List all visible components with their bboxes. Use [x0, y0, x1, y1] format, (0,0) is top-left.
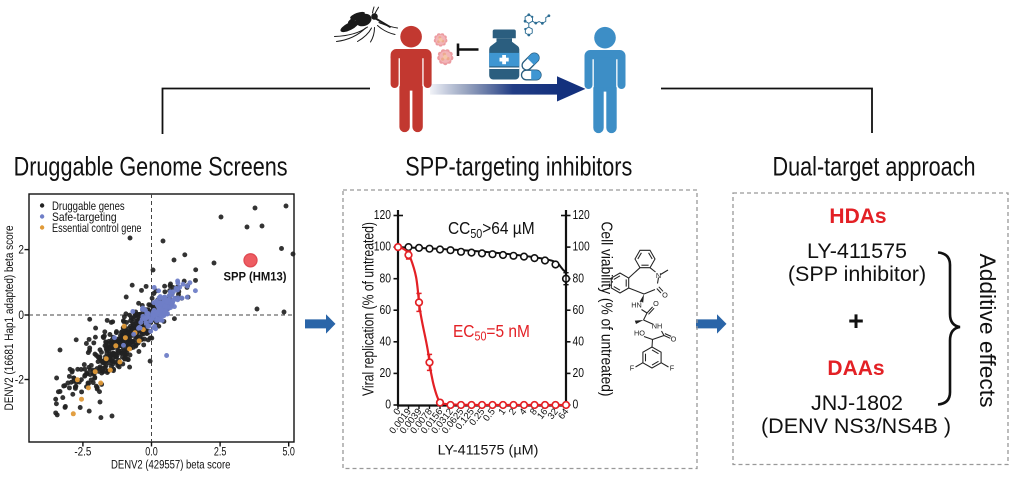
svg-text:40: 40 [380, 333, 392, 348]
svg-text:60: 60 [380, 302, 392, 317]
svg-text:-2: -2 [15, 372, 24, 386]
svg-text:4: 4 [517, 407, 529, 418]
svg-text:F: F [670, 364, 675, 373]
svg-text:100: 100 [374, 239, 391, 254]
svg-text:-2.5: -2.5 [74, 444, 91, 458]
svg-text:LY-411575: LY-411575 [807, 239, 907, 263]
svg-text:HN: HN [631, 301, 642, 310]
svg-text:0: 0 [391, 407, 403, 418]
svg-text:2: 2 [507, 407, 519, 418]
svg-text:O: O [662, 291, 668, 300]
svg-text:2.5: 2.5 [214, 444, 227, 458]
svg-text:Dual-target approach: Dual-target approach [773, 152, 976, 182]
svg-text:(DENV NS3/NS4B ): (DENV NS3/NS4B ) [761, 414, 951, 438]
svg-text:+: + [848, 306, 864, 336]
svg-text:0: 0 [18, 308, 24, 322]
svg-text:0: 0 [573, 397, 579, 412]
svg-text:Safe-targeting: Safe-targeting [52, 210, 117, 224]
svg-text:Additive effects: Additive effects [975, 254, 1000, 408]
svg-text:0.0: 0.0 [145, 444, 158, 458]
svg-text:1: 1 [496, 407, 508, 418]
svg-text:O: O [653, 299, 659, 308]
svg-text:SPP (HM13): SPP (HM13) [224, 270, 287, 284]
svg-text:F: F [630, 364, 635, 373]
svg-text:SPP-targeting inhibitors: SPP-targeting inhibitors [405, 152, 632, 182]
svg-text:DENV2 (16681 Hap1 adapted) bet: DENV2 (16681 Hap1 adapted) beta score [4, 226, 16, 411]
svg-text:Cell viability (% of untreated: Cell viability (% of untreated) [598, 222, 615, 397]
svg-text:20: 20 [573, 365, 585, 380]
svg-text:O: O [671, 335, 677, 344]
svg-text:8: 8 [528, 407, 540, 418]
svg-text:2: 2 [18, 243, 24, 257]
svg-text:120: 120 [374, 207, 391, 222]
svg-text:60: 60 [573, 302, 585, 317]
svg-text:Druggable Genome Screens: Druggable Genome Screens [14, 152, 288, 182]
svg-text:100: 100 [573, 239, 590, 254]
svg-text:CC50>64 µM: CC50>64 µM [448, 218, 535, 241]
svg-text:(SPP inhibitor): (SPP inhibitor) [788, 262, 926, 286]
svg-text:DAAs: DAAs [827, 357, 884, 380]
svg-text:120: 120 [573, 207, 590, 222]
svg-text:EC50=5 nM: EC50=5 nM [453, 321, 530, 344]
svg-text:JNJ-1802: JNJ-1802 [811, 391, 903, 415]
svg-text:80: 80 [380, 270, 392, 285]
svg-text:HDAs: HDAs [829, 205, 886, 228]
svg-text:Druggable genes: Druggable genes [52, 199, 125, 213]
svg-text:40: 40 [573, 333, 585, 348]
svg-text:Essential control gene: Essential control gene [52, 221, 142, 235]
svg-text:DENV2 (429557) beta score: DENV2 (429557) beta score [111, 458, 231, 472]
svg-text:80: 80 [573, 270, 585, 285]
svg-text:HO: HO [634, 329, 645, 338]
svg-text:Viral replication (% of untrea: Viral replication (% of untreated) [361, 222, 378, 396]
svg-text:20: 20 [380, 365, 392, 380]
svg-text:LY-411575 (µM): LY-411575 (µM) [438, 442, 539, 457]
svg-text:0: 0 [385, 397, 391, 412]
svg-text:5.0: 5.0 [282, 444, 295, 458]
svg-text:N: N [656, 271, 661, 280]
svg-text:NH: NH [652, 322, 663, 331]
